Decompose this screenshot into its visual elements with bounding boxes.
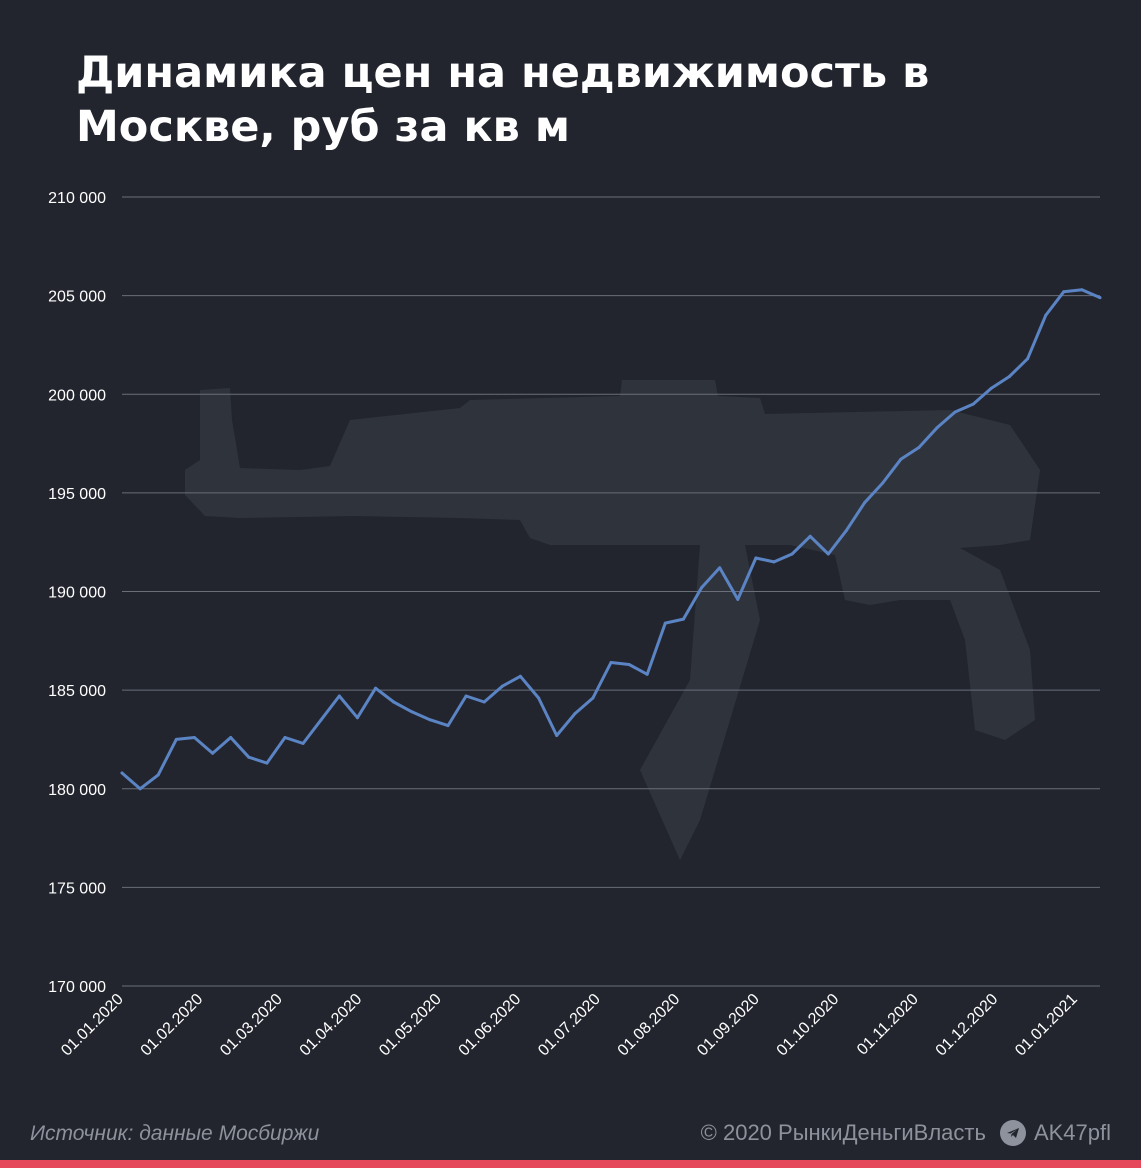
data-point xyxy=(428,718,432,722)
data-point xyxy=(1062,290,1066,294)
x-tick-label: 01.06.2020 xyxy=(456,991,525,1060)
data-point xyxy=(301,741,305,745)
data-point xyxy=(863,501,867,505)
data-point xyxy=(736,597,740,601)
y-tick-label: 205 000 xyxy=(48,289,106,306)
data-point xyxy=(917,446,921,449)
data-point xyxy=(247,755,251,759)
data-point xyxy=(518,674,522,678)
accent-bar xyxy=(0,1160,1141,1168)
data-point xyxy=(718,566,722,570)
data-point xyxy=(211,751,215,755)
x-tick-label: 01.12.2020 xyxy=(933,991,1002,1060)
x-tick-label: 01.05.2020 xyxy=(376,991,445,1060)
data-point xyxy=(681,617,685,621)
y-tick-label: 175 000 xyxy=(48,880,106,897)
data-point xyxy=(971,402,975,406)
data-point xyxy=(754,556,758,560)
data-point xyxy=(1007,375,1011,378)
data-point xyxy=(700,586,704,590)
data-point xyxy=(826,552,830,556)
data-point xyxy=(790,552,794,556)
data-point xyxy=(537,696,541,700)
series-layer xyxy=(120,288,1102,791)
data-point xyxy=(319,718,323,722)
y-tick-label: 190 000 xyxy=(48,585,106,602)
x-tick-label: 01.10.2020 xyxy=(774,991,843,1060)
y-axis: 170 000 175 000 180 000 185 000 190 000 195 0… xyxy=(48,190,106,996)
data-point xyxy=(355,716,359,720)
x-tick-label: 01.02.2020 xyxy=(138,991,207,1060)
data-point xyxy=(374,686,378,690)
data-point xyxy=(1080,288,1084,292)
data-point xyxy=(555,734,559,737)
x-tick-label: 01.04.2020 xyxy=(297,991,366,1060)
telegram-icon[interactable] xyxy=(999,1120,1026,1146)
data-point xyxy=(1098,296,1102,300)
chart-title: Динамика цен на недвижимость в Москве, р… xyxy=(76,48,930,152)
x-tick-label: 01.09.2020 xyxy=(694,991,763,1060)
data-point xyxy=(500,684,504,688)
data-point xyxy=(844,528,848,532)
data-point xyxy=(627,663,631,666)
data-point xyxy=(482,700,486,704)
data-point xyxy=(120,771,124,775)
y-tick-label: 210 000 xyxy=(48,190,106,207)
data-point xyxy=(989,386,993,390)
data-point xyxy=(772,560,776,564)
data-point xyxy=(192,736,196,739)
y-tick-label: 200 000 xyxy=(48,387,106,404)
data-point xyxy=(174,737,178,741)
x-tick-label: 01.11.2020 xyxy=(854,991,922,1059)
data-point xyxy=(392,700,396,704)
data-point xyxy=(464,694,468,698)
x-tick-label: 01.08.2020 xyxy=(615,991,684,1060)
data-point xyxy=(156,773,160,777)
copyright-text: © 2020 РынкиДеньгиВласть xyxy=(700,1120,986,1145)
y-tick-label: 195 000 xyxy=(48,486,106,503)
data-point xyxy=(265,761,269,765)
data-point xyxy=(138,787,142,791)
data-point xyxy=(645,672,649,676)
x-tick-label: 01.01.2021 xyxy=(1012,991,1081,1060)
data-point xyxy=(663,621,667,625)
y-tick-label: 185 000 xyxy=(48,683,106,700)
data-point xyxy=(935,426,939,430)
data-point xyxy=(410,710,414,714)
data-point xyxy=(446,724,450,728)
channel-name[interactable]: AK47pfl xyxy=(1033,1120,1111,1145)
data-point xyxy=(953,410,957,414)
data-point xyxy=(609,661,613,664)
x-axis: 01.01.2020 01.02.2020 01.03.2020 01.04.2020… xyxy=(58,991,1081,1060)
data-point xyxy=(881,481,885,485)
data-point xyxy=(1044,313,1048,317)
grid-lines xyxy=(122,196,1100,987)
footer-credits: © 2020 РынкиДеньгиВласть AK47pfl xyxy=(701,1120,1111,1146)
y-tick-label: 170 000 xyxy=(48,979,106,996)
x-tick-label: 01.01.2020 xyxy=(58,991,127,1060)
data-point xyxy=(899,457,903,461)
data-point xyxy=(283,736,287,739)
data-point xyxy=(591,696,595,700)
data-point xyxy=(1026,357,1030,361)
data-point xyxy=(337,694,341,698)
y-tick-label: 180 000 xyxy=(48,782,106,799)
x-tick-label: 01.07.2020 xyxy=(535,991,604,1060)
data-point xyxy=(573,712,577,716)
x-tick-label: 01.03.2020 xyxy=(217,991,286,1060)
data-point xyxy=(229,736,233,739)
source-note: Источник: данные Мосбиржи xyxy=(30,1122,320,1145)
rifle-watermark xyxy=(185,380,1040,860)
data-point xyxy=(808,534,812,538)
